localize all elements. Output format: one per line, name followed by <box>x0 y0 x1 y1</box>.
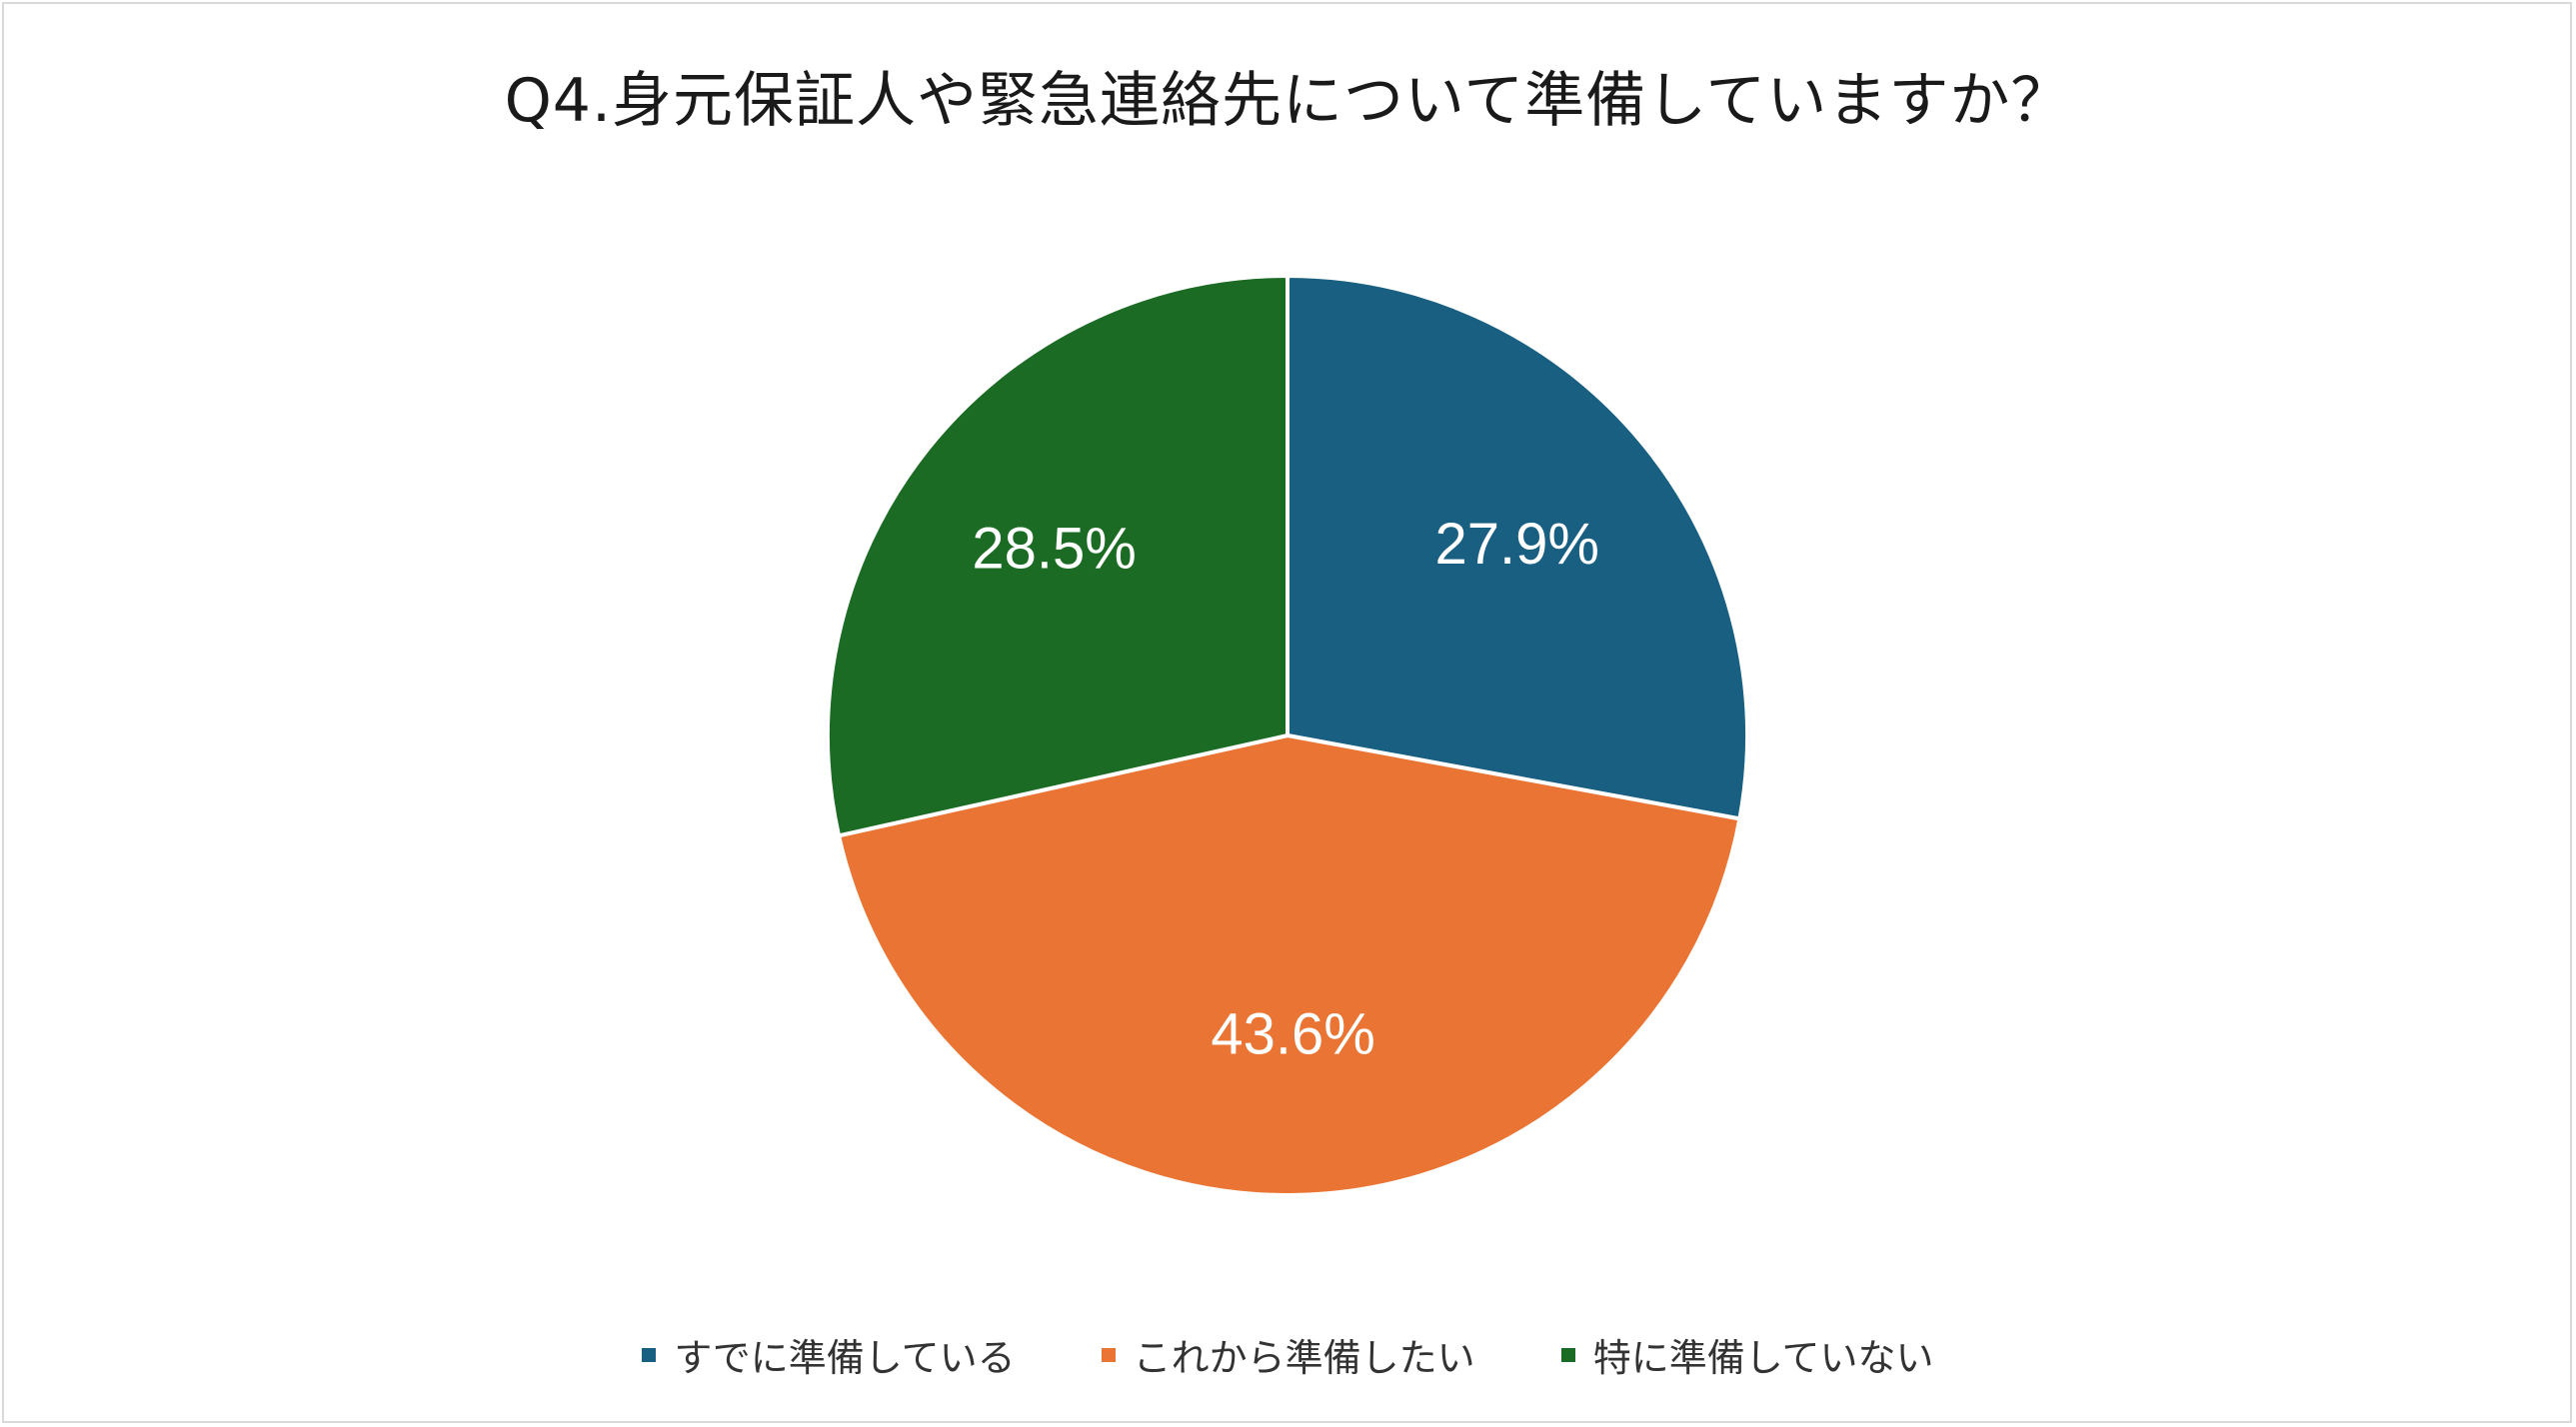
legend-item-not-prepared: 特に準備していない <box>1560 1327 1934 1382</box>
legend-label-not-prepared: 特に準備していない <box>1592 1336 1934 1380</box>
data-label-want-to-prepare: 43.6% <box>1211 1001 1374 1066</box>
legend-label-already-prepared: すでに準備している <box>674 1336 1016 1380</box>
chart-legend: すでに準備している これから準備したい 特に準備していない <box>0 1327 2576 1382</box>
legend-item-want-to-prepare: これから準備したい <box>1101 1327 1475 1382</box>
legend-item-already-prepared: すでに準備している <box>642 1327 1016 1382</box>
pie-slice-not-prepared <box>826 274 1289 838</box>
data-label-already-prepared: 27.9% <box>1435 512 1599 577</box>
data-label-not-prepared: 28.5% <box>972 517 1136 582</box>
pie-labels: 27.9% 43.6% 28.5% <box>972 512 1599 1066</box>
pie-slices <box>826 274 1749 1197</box>
pie-slice-already-prepared <box>1286 274 1749 821</box>
legend-swatch-not-prepared <box>1560 1347 1575 1362</box>
legend-swatch-already-prepared <box>642 1347 657 1362</box>
pie-slice-want-to-prepare <box>837 733 1742 1197</box>
chart-title: Q4.身元保証人や緊急連絡先について準備していますか？ <box>504 66 2072 136</box>
legend-label-want-to-prepare: これから準備したい <box>1133 1336 1475 1380</box>
legend-swatch-want-to-prepare <box>1101 1347 1116 1362</box>
